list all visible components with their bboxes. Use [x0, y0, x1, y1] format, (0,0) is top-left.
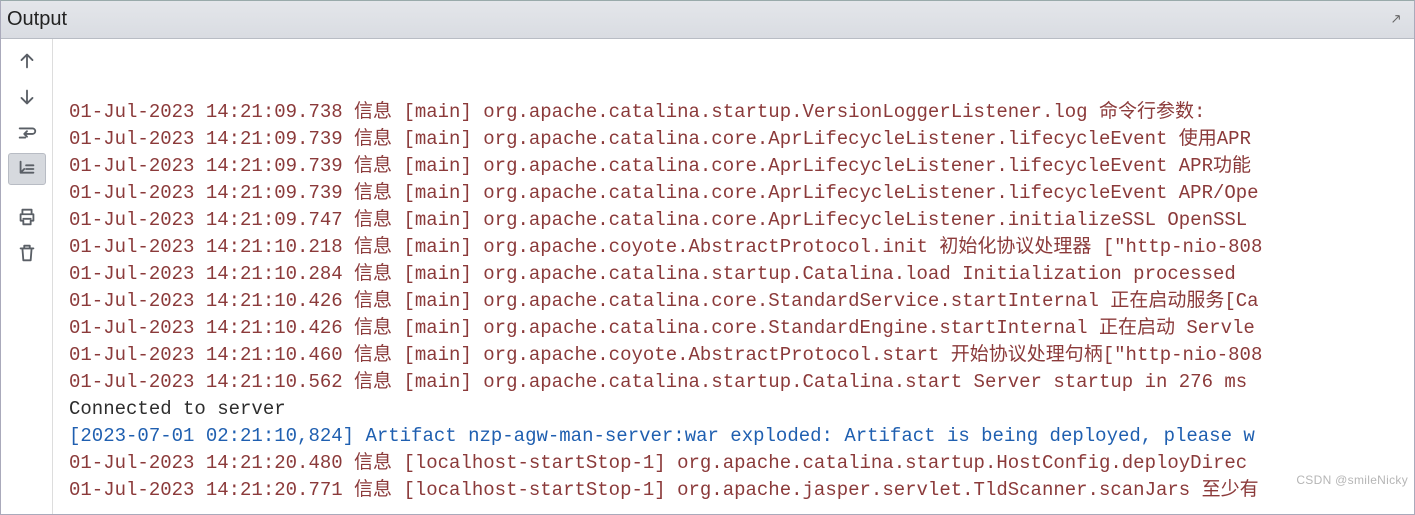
log-line: 01-Jul-2023 14:21:09.747 信息 [main] org.a…	[69, 207, 1414, 234]
log-line: 01-Jul-2023 14:21:09.739 信息 [main] org.a…	[69, 126, 1414, 153]
soft-wrap-icon[interactable]	[8, 117, 46, 149]
scroll-to-end-icon[interactable]	[8, 153, 46, 185]
panel-title: Output	[5, 8, 67, 31]
log-line: 01-Jul-2023 14:21:09.738 信息 [main] org.a…	[69, 99, 1414, 126]
log-line: Connected to server	[69, 396, 1414, 423]
log-line: 01-Jul-2023 14:21:09.739 信息 [main] org.a…	[69, 180, 1414, 207]
log-line: 01-Jul-2023 14:21:10.218 信息 [main] org.a…	[69, 234, 1414, 261]
log-line: 01-Jul-2023 14:21:09.739 信息 [main] org.a…	[69, 153, 1414, 180]
trash-icon[interactable]	[8, 237, 46, 269]
print-icon[interactable]	[8, 201, 46, 233]
log-line: 01-Jul-2023 14:21:10.460 信息 [main] org.a…	[69, 342, 1414, 369]
log-line: 01-Jul-2023 14:21:20.480 信息 [localhost-s…	[69, 450, 1414, 477]
toolbar-separator	[8, 189, 46, 197]
panel-header: Output	[1, 1, 1414, 39]
arrow-up-icon[interactable]	[8, 45, 46, 77]
log-output[interactable]: 01-Jul-2023 14:21:09.738 信息 [main] org.a…	[53, 39, 1414, 514]
arrow-down-icon[interactable]	[8, 81, 46, 113]
log-line: 01-Jul-2023 14:21:10.562 信息 [main] org.a…	[69, 369, 1414, 396]
log-line: 01-Jul-2023 14:21:10.426 信息 [main] org.a…	[69, 315, 1414, 342]
panel-body: 01-Jul-2023 14:21:09.738 信息 [main] org.a…	[1, 39, 1414, 514]
output-panel: Output 01-J	[0, 0, 1415, 515]
toolbar	[1, 39, 53, 514]
minimize-icon[interactable]	[1390, 9, 1406, 30]
log-line: 01-Jul-2023 14:21:10.426 信息 [main] org.a…	[69, 288, 1414, 315]
log-line: [2023-07-01 02:21:10,824] Artifact nzp-a…	[69, 423, 1414, 450]
watermark: CSDN @smileNicky	[1296, 467, 1408, 494]
log-line: 01-Jul-2023 14:21:10.284 信息 [main] org.a…	[69, 261, 1414, 288]
log-line: 01-Jul-2023 14:21:20.771 信息 [localhost-s…	[69, 477, 1414, 504]
